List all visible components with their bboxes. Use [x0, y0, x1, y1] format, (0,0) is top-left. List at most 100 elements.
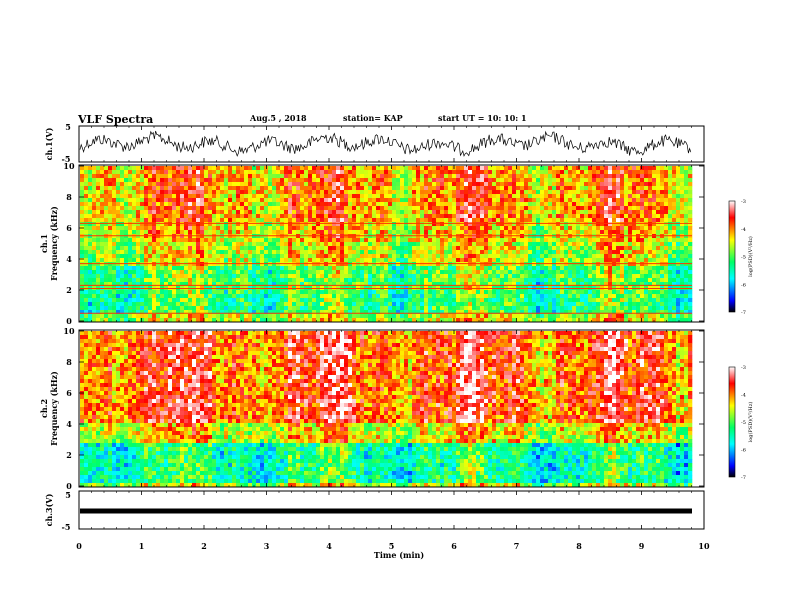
spectrogram-cell [360, 266, 365, 271]
spectrogram-cell [456, 254, 461, 259]
spectrogram-cell [224, 294, 229, 299]
spectrogram-cell [408, 198, 413, 203]
spectrogram-cell [272, 218, 277, 223]
spectrogram-cell [476, 222, 481, 227]
spectrogram-cell [208, 294, 213, 299]
spectrogram-cell [144, 318, 149, 323]
spectrogram-cell [116, 246, 121, 251]
spectrogram-cell [96, 314, 101, 319]
spectrogram-cell [200, 222, 205, 227]
spectrogram-cell [248, 266, 253, 271]
spectrogram-cell [388, 258, 393, 263]
spectrogram-cell [472, 218, 477, 223]
spectrogram-cell [448, 318, 453, 323]
spectrogram-cell [440, 198, 445, 203]
spectrogram-cell [356, 210, 361, 215]
spectrogram-cell [388, 278, 393, 283]
spectrogram-cell [524, 198, 529, 203]
spectrogram-cell [172, 206, 177, 211]
spectrogram-cell [300, 266, 305, 271]
spectrogram-cell [508, 282, 513, 287]
spectrogram-cell [476, 282, 481, 287]
spectrogram-cell [556, 302, 561, 307]
spectrogram-cell [516, 238, 521, 243]
spectrogram-cell [304, 314, 309, 319]
spectrogram-cell [212, 182, 217, 187]
spectrogram-cell [372, 222, 377, 227]
spectrogram-cell [108, 194, 113, 199]
spectrogram-cell [404, 318, 409, 323]
spectrogram-cell [432, 214, 437, 219]
spectrogram-cell [140, 214, 145, 219]
spectrogram-cell [292, 166, 297, 171]
spectrogram-cell [224, 166, 229, 171]
spectrogram-cell [280, 194, 285, 199]
spectrogram-cell [252, 186, 257, 191]
spectrogram-cell [172, 266, 177, 271]
spectrogram-cell [144, 174, 149, 179]
spectrogram-cell [344, 238, 349, 243]
spectrogram-cell [208, 170, 213, 175]
spectrogram-cell [120, 178, 125, 183]
spectrogram-cell [136, 202, 141, 207]
spectrogram-cell [192, 174, 197, 179]
spectrogram-cell [472, 306, 477, 311]
spectrogram-cell [260, 278, 265, 283]
spectrogram-cell [368, 214, 373, 219]
spectrogram-cell [304, 238, 309, 243]
spectrogram-cell [220, 314, 225, 319]
spectrogram-cell [420, 306, 425, 311]
spectrogram-cell [488, 190, 493, 195]
spectrogram-cell [96, 250, 101, 255]
spectrogram-cell [448, 310, 453, 315]
spectrogram-cell [144, 202, 149, 207]
spectrogram-cell [292, 190, 297, 195]
spectrogram-cell [104, 202, 109, 207]
spectrogram-cell [440, 222, 445, 227]
spectrogram-cell [88, 222, 93, 227]
spectrogram-cell [212, 310, 217, 315]
spectrogram-cell [392, 282, 397, 287]
spectrogram-cell [196, 266, 201, 271]
spectrogram-cell [340, 170, 345, 175]
spectrogram-cell [108, 298, 113, 303]
spectrogram-cell [152, 218, 157, 223]
spectrogram-cell [392, 306, 397, 311]
spectrogram-cell [188, 182, 193, 187]
spectrogram-cell [252, 182, 257, 187]
spectrogram-cell [476, 294, 481, 299]
spectrogram-cell [328, 218, 333, 223]
spectrogram-cell [368, 182, 373, 187]
spectrogram-cell [512, 222, 517, 227]
spectrogram-cell [484, 274, 489, 279]
spectrogram-cell [444, 278, 449, 283]
spectrogram-cell [588, 214, 593, 219]
spectrogram-cell [148, 214, 153, 219]
spectrogram-cell [148, 186, 153, 191]
spectrogram-cell [348, 278, 353, 283]
spectrogram-cell [372, 274, 377, 279]
spectrogram-cell [540, 174, 545, 179]
spectrogram-cell [116, 298, 121, 303]
spectrogram-cell [148, 170, 153, 175]
spectrogram-cell [204, 302, 209, 307]
spectrogram-cell [128, 306, 133, 311]
spectrogram-cell [328, 274, 333, 279]
spectrogram-cell [188, 302, 193, 307]
spectrogram-cell [408, 306, 413, 311]
spectrogram-cell [192, 306, 197, 311]
spectrogram-cell [540, 278, 545, 283]
spectrogram-cell [180, 270, 185, 275]
spectrogram-cell [88, 238, 93, 243]
spectrogram-cell [168, 254, 173, 259]
spectrogram-cell [416, 250, 421, 255]
spectrogram-cell [584, 294, 589, 299]
spectrogram-cell [104, 318, 109, 323]
spectrogram-cell [552, 278, 557, 283]
spectrogram-cell [276, 306, 281, 311]
spectrogram-cell [104, 206, 109, 211]
spectrogram-cell [508, 310, 513, 315]
spectrogram-cell [92, 298, 97, 303]
spectrogram-cell [476, 302, 481, 307]
spectrogram-cell [492, 254, 497, 259]
